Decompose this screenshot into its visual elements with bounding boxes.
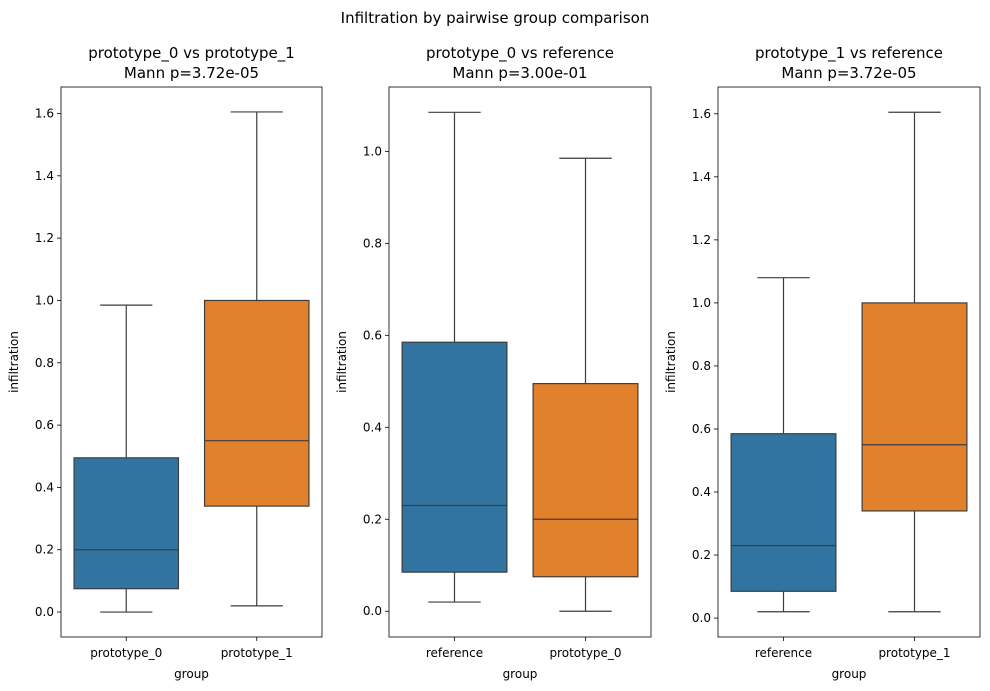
y-tick-label: 0.4 xyxy=(35,480,54,494)
y-tick-label: 0.6 xyxy=(692,422,711,436)
x-tick-label: prototype_1 xyxy=(878,646,950,660)
y-tick-label: 0.4 xyxy=(363,420,382,434)
x-tick-label: prototype_0 xyxy=(549,646,621,660)
panel-title-line1: prototype_0 vs reference xyxy=(426,44,614,63)
axes-frame xyxy=(717,86,981,638)
panel-title-line2: Mann p=3.00e-01 xyxy=(452,64,587,82)
y-tick-label: 1.6 xyxy=(692,107,711,121)
x-axis-label: group xyxy=(174,667,209,681)
y-axis-label: infiltration xyxy=(7,331,21,393)
panel-title-line1: prototype_1 vs reference xyxy=(755,44,943,63)
y-tick-label: 1.0 xyxy=(363,144,382,158)
axes-frame xyxy=(60,86,323,638)
y-tick-label: 0.6 xyxy=(35,418,54,432)
box-prototype_1 xyxy=(861,302,968,512)
y-axis-label: infiltration xyxy=(664,331,678,393)
box-reference xyxy=(401,341,508,573)
y-tick-label: 0.2 xyxy=(35,543,54,557)
y-axis-label: infiltration xyxy=(335,331,349,393)
figure-suptitle: Infiltration by pairwise group compariso… xyxy=(341,9,650,27)
x-axis-label: group xyxy=(503,667,538,681)
x-axis-label: group xyxy=(832,667,867,681)
box-prototype_1 xyxy=(203,299,310,507)
y-tick-label: 1.2 xyxy=(692,233,711,247)
y-tick-label: 0.2 xyxy=(363,512,382,526)
y-tick-label: 1.4 xyxy=(35,169,54,183)
y-tick-label: 0.0 xyxy=(692,611,711,625)
y-tick-label: 0.8 xyxy=(692,359,711,373)
box-reference xyxy=(730,433,837,592)
y-tick-label: 0.2 xyxy=(692,548,711,562)
y-tick-label: 1.6 xyxy=(35,106,54,120)
panel-title-line2: Mann p=3.72e-05 xyxy=(124,64,259,82)
x-tick-label: reference xyxy=(426,646,483,660)
y-tick-label: 0.0 xyxy=(363,604,382,618)
y-tick-label: 0.0 xyxy=(35,605,54,619)
axes-frame xyxy=(388,86,652,638)
panel-title-line2: Mann p=3.72e-05 xyxy=(781,64,916,82)
box-prototype_0 xyxy=(73,457,180,590)
box-prototype_0 xyxy=(532,383,639,578)
x-tick-label: prototype_1 xyxy=(221,646,293,660)
x-tick-label: reference xyxy=(755,646,812,660)
x-tick-label: prototype_0 xyxy=(90,646,162,660)
y-tick-label: 1.2 xyxy=(35,231,54,245)
y-tick-label: 1.0 xyxy=(35,293,54,307)
y-tick-label: 0.8 xyxy=(35,356,54,370)
y-tick-label: 1.4 xyxy=(692,170,711,184)
y-tick-label: 0.6 xyxy=(363,328,382,342)
y-tick-label: 0.8 xyxy=(363,236,382,250)
y-tick-label: 1.0 xyxy=(692,296,711,310)
panel-title-line1: prototype_0 vs prototype_1 xyxy=(88,44,295,63)
y-tick-label: 0.4 xyxy=(692,485,711,499)
